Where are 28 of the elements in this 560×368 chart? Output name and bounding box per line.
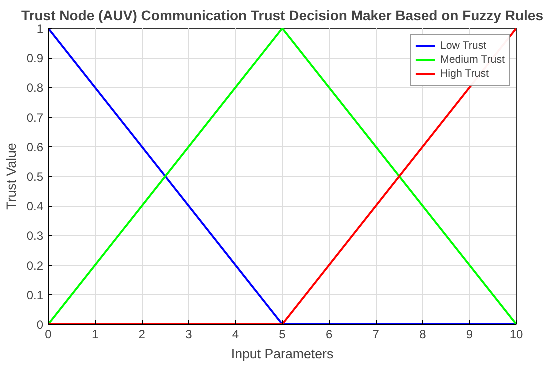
y-tick-label: 0.9: [26, 52, 44, 66]
x-tick-label: 7: [372, 328, 380, 342]
y-tick-label: 0: [36, 318, 44, 332]
legend-label: High Trust: [440, 67, 490, 81]
legend-label: Medium Trust: [440, 53, 505, 67]
chart-title: Trust Node (AUV) Communication Trust Decision Maker Based on Fuzzy Rules: [22, 8, 544, 24]
y-tick-label: 0.1: [26, 288, 44, 302]
x-tick-label: 0: [45, 328, 52, 342]
y-tick-label: 1: [36, 22, 44, 36]
legend-label: Low Trust: [440, 39, 487, 53]
x-tick-label: 4: [232, 328, 240, 342]
y-tick-label: 0.7: [26, 110, 44, 125]
x-axis-title: Input Parameters: [231, 346, 334, 362]
x-tick-label: 9: [466, 328, 474, 342]
x-tick-label: 2: [138, 328, 146, 342]
x-tick-label: 3: [186, 328, 193, 342]
y-tick-label: 0.4: [26, 200, 44, 214]
y-tick-label: 0.8: [26, 81, 44, 96]
y-tick-label: 0.2: [26, 258, 44, 273]
x-tick-label: 10: [510, 328, 524, 342]
x-tick-label: 5: [279, 328, 286, 342]
y-tick-label: 0.3: [26, 229, 44, 244]
y-axis-title: Trust Value: [4, 143, 19, 210]
y-tick-label: 0.6: [26, 140, 44, 154]
x-tick-label: 6: [326, 328, 333, 342]
y-tick-label: 0.5: [26, 170, 44, 184]
x-tick-label: 8: [420, 328, 427, 342]
x-tick-label: 1: [92, 328, 99, 342]
